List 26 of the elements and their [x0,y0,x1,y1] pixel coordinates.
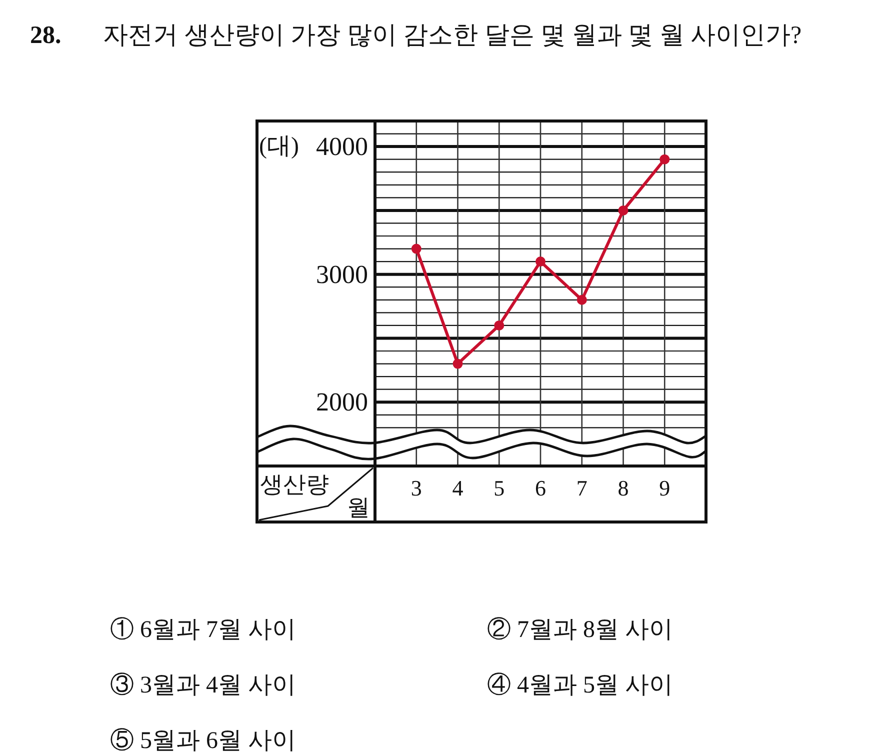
x-tick-label: 7 [576,476,588,500]
x-axis-title: 월 [347,495,370,520]
x-tick-label: 3 [410,476,422,500]
point [411,244,422,254]
point [660,154,670,164]
point [452,358,463,369]
point [618,205,628,216]
y-axis-title: 생산량 [260,472,329,497]
y-tick-label: 3000 [316,260,368,289]
text: ⑤ 5월과 6월 사이 [110,728,296,754]
point [576,294,587,305]
text: ③ 3월과 4월 사이 [110,672,296,698]
x-tick-label: 4 [452,476,464,500]
point [536,256,546,267]
x-tick-label: 6 [535,476,546,500]
point [494,320,504,330]
x-tick-label: 8 [618,476,629,500]
title: 28. 자전거 생산량이 가장 많이 감소한 달은 몇 월과 몇 월 사이인가? [30,22,802,49]
x-tick-label: 9 [659,476,670,500]
x-tick-label: 5 [494,476,505,500]
text: (대) [259,134,299,160]
y-tick-label: 4000 [316,132,368,162]
text: ② 7월과 8월 사이 [487,617,673,643]
y-tick-label: 2000 [316,388,368,417]
text: ④ 4월과 5월 사이 [487,672,673,698]
text: ① 6월과 7월 사이 [110,617,296,643]
